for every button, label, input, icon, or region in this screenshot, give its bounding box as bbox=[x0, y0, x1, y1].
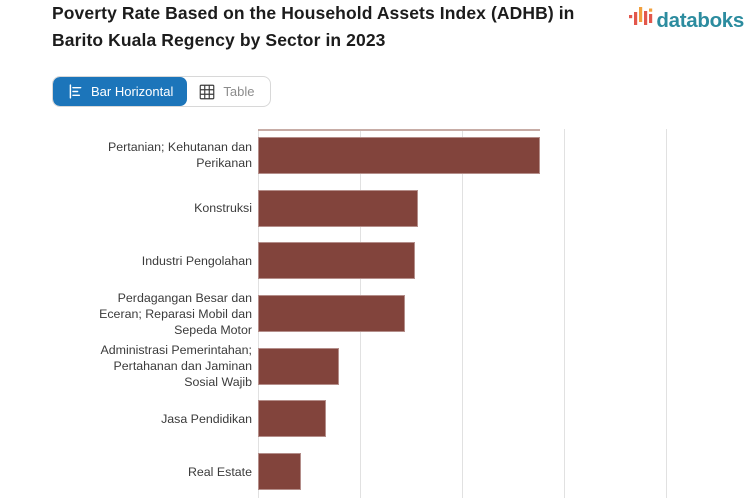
bar-track bbox=[258, 347, 666, 385]
databoks-logo[interactable]: databoks bbox=[628, 5, 744, 36]
chart-rows: Pertanian; Kehutanan dan Perikanan Konstr… bbox=[0, 129, 753, 498]
databoks-logo-icon bbox=[628, 5, 654, 36]
category-label: Administrasi Pemerintahan; Pertahanan da… bbox=[100, 343, 252, 390]
bar-chart: Pertanian; Kehutanan dan Perikanan Konstr… bbox=[0, 129, 753, 498]
category-label: Industri Pengolahan bbox=[141, 253, 252, 268]
category-label: Pertanian; Kehutanan dan Perikanan bbox=[108, 140, 252, 171]
table-label: Table bbox=[223, 84, 255, 99]
chart-row: Konstruksi bbox=[0, 182, 753, 235]
bar-horizontal-button[interactable]: Bar Horizontal bbox=[53, 77, 188, 106]
bar-track bbox=[258, 189, 666, 227]
category-label: Konstruksi bbox=[194, 201, 252, 216]
chart-row: Industri Pengolahan bbox=[0, 234, 753, 287]
bar-track bbox=[258, 453, 666, 491]
bar[interactable] bbox=[258, 189, 419, 227]
category-label: Perdagangan Besar dan Eceran; Reparasi M… bbox=[99, 290, 252, 337]
bar-track bbox=[258, 242, 666, 280]
databoks-wordmark: databoks bbox=[656, 8, 744, 32]
bar-track bbox=[258, 400, 666, 438]
gridline bbox=[666, 129, 667, 498]
view-toggle-group: Bar Horizontal Table bbox=[52, 76, 272, 107]
bar[interactable] bbox=[258, 136, 540, 174]
bar-horizontal-label: Bar Horizontal bbox=[91, 84, 174, 99]
gridline bbox=[564, 129, 565, 498]
chart-row: Pertanian; Kehutanan dan Perikanan bbox=[0, 129, 753, 182]
bar-horizontal-icon bbox=[67, 83, 84, 100]
chart-row: Perdagangan Besar dan Eceran; Reparasi M… bbox=[0, 287, 753, 340]
chart-row: Jasa Pendidikan bbox=[0, 393, 753, 446]
chart-row: Administrasi Pemerintahan; Pertahanan da… bbox=[0, 340, 753, 393]
gridline bbox=[462, 129, 463, 498]
category-label: Jasa Pendidikan bbox=[161, 411, 252, 426]
bar-track bbox=[258, 136, 666, 174]
bar[interactable] bbox=[258, 453, 301, 491]
bar-track bbox=[258, 295, 666, 333]
bar[interactable] bbox=[258, 400, 327, 438]
bar[interactable] bbox=[258, 295, 405, 333]
page-title: Poverty Rate Based on the Household Asse… bbox=[52, 3, 575, 50]
bar[interactable] bbox=[258, 242, 416, 280]
cropped-bar-sliver bbox=[258, 129, 540, 131]
table-icon bbox=[198, 83, 216, 101]
table-button[interactable]: Table bbox=[187, 77, 270, 106]
bar[interactable] bbox=[258, 347, 339, 385]
chart-row: Real Estate bbox=[0, 445, 753, 498]
view-toggle-toolbar: Bar Horizontal Table bbox=[52, 76, 272, 107]
category-label: Real Estate bbox=[187, 464, 252, 479]
